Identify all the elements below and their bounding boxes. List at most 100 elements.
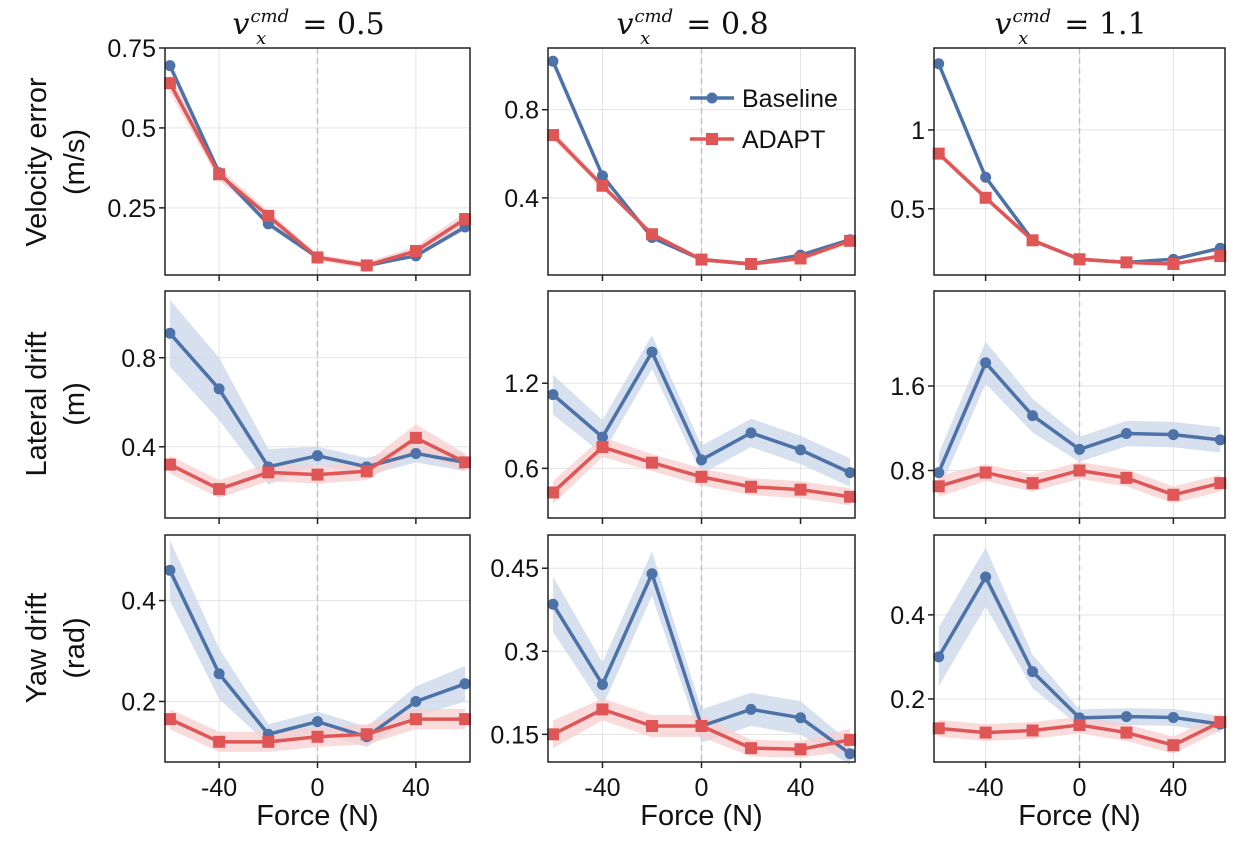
point-adapt (794, 483, 807, 496)
point-baseline (164, 60, 176, 72)
subplot-r1-c0: 0.4 0.8 (121, 290, 472, 524)
point-baseline (596, 431, 608, 443)
point-adapt (1026, 724, 1039, 737)
y-tick-label: 0.2 (890, 686, 925, 714)
point-baseline (980, 357, 992, 369)
subplot-r2-c0: -40 0 40 0.2 0.4 (121, 534, 472, 802)
y-tick-label: 0.4 (504, 185, 539, 213)
point-baseline (795, 712, 807, 724)
point-adapt (979, 191, 992, 204)
point-adapt (1026, 234, 1039, 247)
point-adapt (311, 251, 324, 264)
column-title: vcmd x = 1.1 (995, 6, 1147, 49)
point-adapt (311, 468, 324, 481)
point-baseline (410, 695, 422, 707)
point-adapt (1073, 719, 1086, 732)
band-adapt (938, 713, 1221, 754)
point-adapt (409, 245, 422, 258)
y-tick-label: 0.5 (890, 196, 925, 224)
row-label: Yaw drift (21, 593, 53, 704)
column-title: vcmd x = 0.8 (617, 6, 769, 49)
x-tick-label: -40 (968, 774, 1004, 802)
point-adapt (1167, 257, 1180, 270)
x-tick-label: 0 (311, 774, 325, 802)
point-adapt (1214, 477, 1227, 490)
band-baseline (552, 551, 851, 765)
subplot-r1-c2: 0.8 1.6 (890, 290, 1227, 524)
point-adapt (645, 720, 658, 733)
point-adapt (844, 733, 857, 746)
point-baseline (1120, 428, 1132, 440)
point-adapt (546, 486, 559, 499)
point-adapt (213, 735, 226, 748)
subplot-r2-c2: -40 0 40 0.2 0.4 (890, 534, 1227, 802)
point-baseline (933, 58, 945, 70)
point-adapt (745, 257, 758, 270)
point-adapt (262, 735, 275, 748)
point-adapt (163, 458, 176, 471)
row-label-unit: (m) (59, 382, 91, 425)
point-adapt (311, 730, 324, 743)
point-adapt (546, 129, 559, 142)
point-adapt (596, 703, 609, 716)
point-baseline (547, 598, 559, 610)
point-baseline (213, 383, 225, 395)
y-tick-label: 0.15 (490, 721, 539, 749)
point-adapt (596, 179, 609, 192)
point-adapt (979, 466, 992, 479)
point-baseline (646, 346, 658, 358)
point-adapt (1073, 464, 1086, 477)
point-adapt (645, 456, 658, 469)
y-tick-label: 0.3 (504, 638, 539, 666)
legend-marker (706, 133, 718, 145)
y-tick-label: 1 (911, 117, 925, 145)
point-adapt (546, 728, 559, 741)
point-adapt (794, 743, 807, 756)
y-tick-label: 0.25 (107, 195, 156, 223)
point-adapt (459, 713, 472, 726)
point-adapt (1120, 726, 1133, 739)
point-baseline (933, 467, 945, 479)
y-tick-label: 0.8 (890, 457, 925, 485)
point-adapt (932, 147, 945, 160)
legend-marker (706, 92, 718, 104)
point-adapt (745, 480, 758, 493)
point-baseline (164, 327, 176, 339)
point-baseline (795, 444, 807, 456)
band-baseline (552, 334, 851, 487)
point-adapt (1167, 739, 1180, 752)
y-tick-label: 1.2 (504, 370, 539, 398)
x-tick-label: 0 (695, 774, 709, 802)
point-adapt (459, 213, 472, 226)
y-tick-label: 0.6 (504, 455, 539, 483)
point-baseline (844, 467, 856, 479)
point-adapt (695, 470, 708, 483)
legend-label: ADAPT (742, 126, 825, 154)
y-tick-label: 0.45 (490, 555, 539, 583)
x-axis-label: Force (N) (1018, 800, 1140, 832)
point-adapt (1120, 256, 1133, 269)
point-adapt (262, 466, 275, 479)
point-baseline (1027, 410, 1039, 422)
point-adapt (1214, 250, 1227, 263)
subplot-r0-c2: 0.51 (890, 47, 1227, 281)
subplot-r0-c1: 0.4 0.8 Baseline ADAPT (504, 47, 857, 281)
point-baseline (1167, 429, 1179, 441)
y-tick-label: 0.75 (107, 35, 156, 63)
point-baseline (745, 703, 757, 715)
row-label: Lateral drift (21, 331, 53, 476)
column-title: vcmd x = 0.5 (233, 6, 385, 49)
x-tick-label: 40 (1159, 774, 1187, 802)
band-baseline (938, 341, 1221, 492)
point-baseline (459, 678, 471, 690)
point-adapt (1120, 471, 1133, 484)
point-baseline (547, 389, 559, 401)
point-baseline (164, 564, 176, 576)
point-baseline (1167, 711, 1179, 723)
point-baseline (1120, 711, 1132, 723)
point-adapt (794, 252, 807, 265)
point-baseline (312, 716, 323, 728)
subplot-r0-c0: 0.25 0.5 0.75 (107, 35, 472, 281)
legend-label: Baseline (742, 85, 838, 113)
